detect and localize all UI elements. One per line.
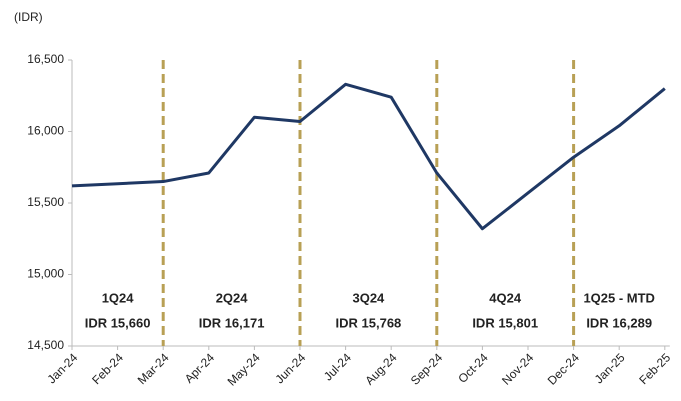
x-tick-label: Dec-24 [545, 350, 582, 387]
quarter-title: 1Q24 [102, 290, 135, 305]
y-tick-label: 14,500 [27, 338, 64, 352]
x-tick-label: Mar-24 [135, 350, 172, 387]
x-tick-label: Oct-24 [455, 350, 491, 386]
quarter-title: 3Q24 [352, 290, 385, 305]
y-tick-label: 16,500 [27, 52, 64, 66]
y-axis-label: (IDR) [14, 10, 43, 24]
x-tick-label: Apr-24 [182, 350, 218, 386]
quarter-average: IDR 15,660 [85, 315, 151, 330]
quarter-average: IDR 15,801 [472, 315, 538, 330]
x-tick-label: Jan-24 [45, 350, 81, 386]
y-tick-label: 15,500 [27, 195, 64, 209]
x-tick-label: Aug-24 [362, 350, 399, 387]
quarter-average: IDR 16,171 [199, 315, 265, 330]
x-tick-label: May-24 [225, 350, 263, 388]
x-tick-label: Jun-24 [273, 350, 309, 386]
x-tick-label: Feb-25 [636, 350, 673, 387]
x-tick-label: Jul-24 [321, 350, 354, 383]
quarter-average: IDR 15,768 [336, 315, 402, 330]
x-tick-label: Jan-25 [592, 350, 628, 386]
line [71, 82, 666, 231]
x-tick-label: Feb-24 [89, 350, 126, 387]
x-tick-label: Nov-24 [499, 350, 536, 387]
y-tick-label: 16,000 [27, 124, 64, 138]
quarter-title: 4Q24 [489, 290, 522, 305]
quarter-average: IDR 16,289 [586, 315, 652, 330]
quarter-title: 2Q24 [216, 290, 249, 305]
x-tick-label: Sep-24 [408, 350, 445, 387]
y-tick-label: 15,000 [27, 267, 64, 281]
quarter-title: 1Q25 - MTD [583, 290, 655, 305]
